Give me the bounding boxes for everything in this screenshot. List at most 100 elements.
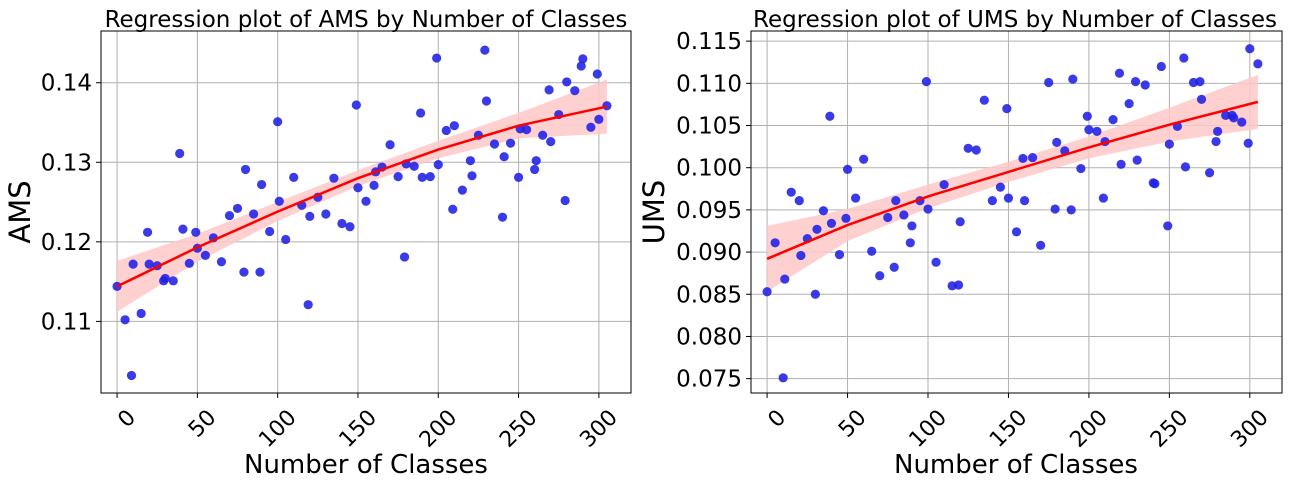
chart-ums-point-58 [1108,115,1118,125]
chart-ums-point-41 [1011,227,1022,237]
chart-ums-point-43 [1019,196,1030,206]
chart-ums-point-24 [905,238,915,248]
chart-ams-point-50 [416,108,426,118]
chart-ams-point-37 [337,218,347,229]
chart-ums-point-16 [850,193,861,203]
chart-ums-point-21 [889,262,899,272]
chart-ams-point-1 [120,315,130,325]
chart-ams-point-3 [128,259,138,269]
chart-ams-point-53 [432,53,442,63]
chart-ams-point-45 [385,140,395,150]
chart-ams-point-16 [200,250,210,260]
chart-ums-point-13 [834,250,845,260]
chart-ums-point-79 [1221,110,1231,120]
chart-ums-point-17 [859,154,869,164]
chart-ums-point-46 [1044,77,1054,88]
chart-ums-y-tick-label-1: 0.080 [676,324,742,350]
chart-ams-y-ticks: 0.11 0.12 0.13 0.14 [41,71,101,335]
chart-ums-point-84 [1245,44,1255,54]
chart-ums-point-44 [1027,152,1038,163]
chart-ams-point-27 [273,117,283,127]
chart-ams-point-70 [522,125,532,135]
chart-ams-point-80 [576,61,586,71]
chart-ums-y-tick-label-4: 0.095 [676,198,742,224]
chart-ams-point-19 [224,210,235,221]
chart-ams-point-74 [544,85,554,95]
chart-ums-y-axis-label: UMS [637,180,671,245]
chart-ams-point-49 [409,161,419,171]
chart-ams-point-66 [499,152,509,162]
chart-ams-point-51 [417,172,427,182]
chart-ums-point-25 [907,221,917,231]
chart-ums-point-23 [899,210,909,220]
chart-ums-point-48 [1052,137,1062,147]
chart-ams-point-67 [505,138,516,148]
chart-ams-y-tick-label-2: 0.13 [41,150,92,176]
chart-ams-point-56 [448,204,458,214]
chart-ums-point-3 [780,274,790,284]
chart-ums-y-tick-label-5: 0.100 [676,156,742,182]
chart-ums-fit-line [766,100,1259,260]
chart-ums-point-60 [1116,159,1126,169]
chart-ums-point-0 [762,287,772,297]
chart-ams-point-30 [289,172,299,182]
chart-ams-point-46 [393,171,403,182]
chart-ams-y-tick-label-1: 0.12 [41,230,92,256]
chart-ums-y-tick-label-2: 0.085 [676,282,742,308]
chart-ams-point-41 [361,196,371,206]
chart-ams-point-64 [489,139,500,149]
chart-ums-point-34 [963,143,973,153]
chart-ams-point-79 [570,86,580,96]
chart-ums-point-15 [842,164,853,174]
chart-ums-point-74 [1195,77,1205,87]
chart-ams-grid [101,31,631,393]
chart-ams-point-40 [353,183,363,193]
chart-ums-point-83 [1243,138,1253,148]
chart-ums-point-9 [812,224,822,234]
chart-ams-point-32 [303,300,313,310]
chart-ams-point-10 [168,276,178,286]
chart-ums-point-30 [939,179,949,190]
chart-ams-point-23 [248,209,259,219]
chart-ums-point-76 [1204,168,1215,178]
chart-ums-point-61 [1124,98,1134,109]
chart-ums-point-45 [1036,240,1046,250]
chart-ums-point-32 [953,280,964,290]
chart-ams-point-35 [321,209,331,219]
chart-ums-point-77 [1211,136,1221,147]
chart-ums-point-62 [1130,77,1141,87]
chart-ams-y-tick-label-3: 0.14 [41,71,92,97]
chart-ams-point-36 [329,173,339,183]
chart-ums-point-10 [818,206,829,216]
chart-ums-point-36 [979,95,989,105]
chart-ums-point-55 [1092,126,1102,137]
chart-ums-point-37 [987,196,997,206]
chart-ums-point-51 [1068,74,1078,84]
chart-ams-point-68 [513,172,524,182]
chart-ams-point-52 [425,171,435,182]
chart-ams-point-60 [467,171,477,181]
chart-ums-y-tick-label-7: 0.110 [676,71,742,97]
chart-ams-point-13 [184,258,194,268]
chart-ams-point-58 [457,185,467,195]
chart-ums-point-38 [995,182,1006,192]
chart-ums-point-18 [867,246,877,256]
chart-ums-point-52 [1076,163,1086,174]
chart-ums-point-59 [1114,68,1125,78]
chart-ams-point-81 [578,54,588,64]
chart-ums-point-64 [1140,80,1150,90]
chart-ams-point-25 [257,179,267,190]
chart-ums-point-35 [971,145,981,155]
chart-ams-fit-line [116,105,608,288]
chart-ams-confidence-band [117,79,607,312]
chart-ams-point-24 [255,267,265,277]
chart-ums-y-tick-label-3: 0.090 [676,240,742,266]
chart-ums-point-72 [1180,162,1191,172]
chart-ums-point-40 [1003,193,1014,203]
chart-ums-point-5 [794,196,804,206]
chart-ams-point-29 [281,234,291,245]
chart-ums-x-axis-label: Number of Classes [894,450,1138,480]
chart-ams-point-72 [531,156,541,166]
chart-ums-point-69 [1164,139,1174,149]
chart-ams-point-11 [175,148,185,159]
